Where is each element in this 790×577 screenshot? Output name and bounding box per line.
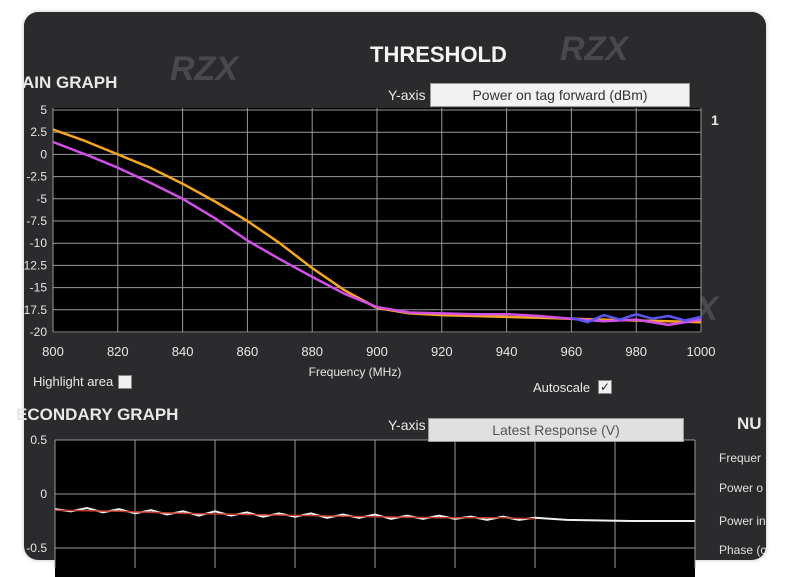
highlight-area-checkbox[interactable] xyxy=(118,375,132,389)
watermark-text: RZX xyxy=(170,50,238,88)
main-x-tick-label: 800 xyxy=(42,344,64,359)
main-series-line-blue xyxy=(571,312,702,324)
secondary-y-tick-label: -0.5 xyxy=(26,541,47,555)
main-y-tick-label: -20 xyxy=(30,325,48,339)
secondary-y-ticks: 0.5 0 -0.5 xyxy=(26,433,47,555)
main-y-tick-label: -15 xyxy=(30,281,48,295)
secondary-grid xyxy=(54,439,696,568)
main-y-tick-label: -12.5 xyxy=(20,258,48,272)
side-panel-row: Power o xyxy=(719,481,764,495)
side-panel-row: Phase (c xyxy=(719,543,767,557)
side-panel-row: Frequer xyxy=(719,451,762,465)
main-y-tick-label: -17.5 xyxy=(20,303,48,317)
main-x-tick-label: 1000 xyxy=(687,344,716,359)
main-y-tick-label: -7.5 xyxy=(26,214,47,228)
main-x-ticks: 800 820 840 860 880 900 920 940 960 980 1000 xyxy=(42,344,715,359)
main-x-tick-label: 820 xyxy=(107,344,129,359)
secondary-yaxis-label: Y-axis xyxy=(388,417,426,433)
autoscale-checkbox[interactable]: ✓ xyxy=(598,380,612,394)
secondary-graph-label: ECONDARY GRAPH xyxy=(16,405,179,424)
main-x-tick-label: 920 xyxy=(431,344,453,359)
secondary-yaxis-select[interactable]: Latest Response (V) xyxy=(428,418,684,442)
main-grid xyxy=(52,108,702,333)
main-x-tick-label: 840 xyxy=(172,344,194,359)
main-yaxis-label: Y-axis xyxy=(388,87,426,103)
autoscale-label: Autoscale xyxy=(533,380,591,395)
secondary-y-tick-label: 0.5 xyxy=(30,433,47,447)
main-x-tick-label: 860 xyxy=(237,344,259,359)
main-x-tick-label: 880 xyxy=(301,344,323,359)
highlight-area-label: Highlight area xyxy=(33,374,114,389)
main-x-tick-label: 940 xyxy=(496,344,518,359)
main-x-axis-label: Frequency (MHz) xyxy=(309,365,402,379)
cursor-marker-label: 1 xyxy=(711,112,719,128)
main-graph-label: AIN GRAPH xyxy=(22,73,118,92)
main-series xyxy=(52,128,702,327)
watermark-text: RZX xyxy=(560,30,628,68)
secondary-series-line-red xyxy=(54,509,536,520)
main-x-tick-label: 980 xyxy=(625,344,647,359)
main-yaxis-select[interactable]: Power on tag forward (dBm) xyxy=(430,83,690,107)
page-title: THRESHOLD xyxy=(370,42,507,67)
main-x-tick-label: 900 xyxy=(366,344,388,359)
secondary-series xyxy=(54,506,695,522)
main-y-tick-label: 0 xyxy=(40,147,47,161)
main-y-tick-label: -10 xyxy=(30,236,48,250)
main-y-tick-label: 5 xyxy=(40,103,47,117)
secondary-y-tick-label: 0 xyxy=(40,487,47,501)
main-x-tick-label: 960 xyxy=(561,344,583,359)
main-y-tick-label: 2.5 xyxy=(30,125,47,139)
main-y-tick-label: -2.5 xyxy=(26,170,47,184)
main-y-ticks: 5 2.5 0 -2.5 -5 -7.5 -10 -12.5 -15 -17.5 -20 xyxy=(20,103,48,339)
main-y-tick-label: -5 xyxy=(36,192,47,206)
side-panel-label: NU xyxy=(737,414,762,433)
side-panel-row: Power in xyxy=(719,514,766,528)
